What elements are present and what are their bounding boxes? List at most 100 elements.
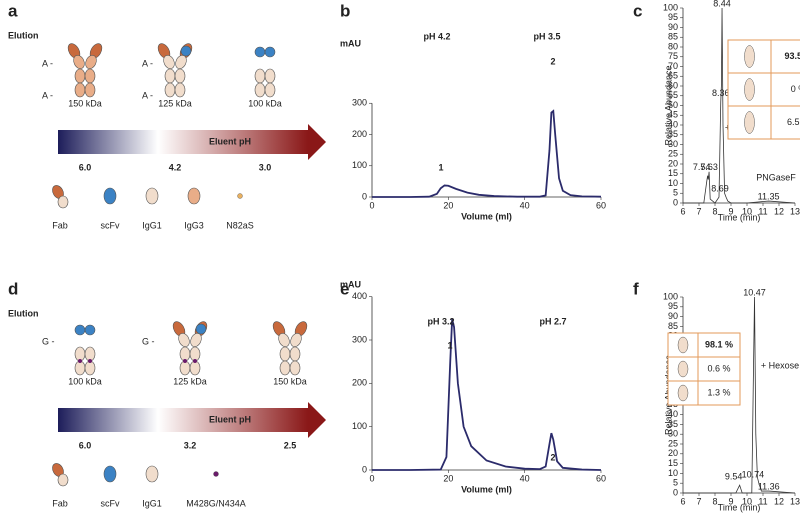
- table-value-cell: [697, 356, 741, 382]
- icon-part: [74, 360, 86, 376]
- size-label: 150 kDa: [68, 98, 102, 108]
- data-line: [683, 296, 796, 494]
- y-tick-label: 25: [668, 438, 678, 448]
- table-value-cell: [770, 105, 800, 140]
- legend-icon: [145, 187, 159, 205]
- arrow-body: [58, 130, 308, 154]
- icon-part: [164, 68, 176, 84]
- icon-part: [74, 82, 86, 98]
- icon-part: [677, 384, 689, 402]
- table-value: 98.1 %: [705, 339, 733, 349]
- peak-label: 7.54: [693, 162, 711, 172]
- legend-label: Fab: [52, 498, 68, 508]
- heading: Elution: [8, 30, 39, 40]
- icon-part: [85, 55, 97, 69]
- panel-letter: f: [633, 279, 639, 298]
- table-value: 1.3 %: [707, 387, 730, 397]
- y-tick-label: 0: [673, 197, 678, 207]
- legend-icon: [57, 473, 69, 487]
- legend-icon: [213, 471, 219, 477]
- panel-letter: b: [340, 1, 350, 20]
- icon-part: [189, 346, 201, 362]
- x-tick-label: 11: [758, 496, 767, 506]
- chain-label: A -: [142, 58, 153, 68]
- x-axis-label: Volume (ml): [461, 211, 512, 221]
- icon-part: [84, 360, 96, 376]
- x-tick-label: 40: [520, 200, 530, 210]
- chain-label: G -: [42, 336, 55, 346]
- legend-icon: [145, 465, 159, 483]
- y-tick-label: 100: [663, 2, 678, 12]
- size-label: 100 kDa: [248, 98, 282, 108]
- y-tick-label: 20: [668, 158, 678, 168]
- antibody-icon: [157, 43, 193, 98]
- x-tick-label: 0: [369, 473, 374, 483]
- icon-part: [180, 45, 192, 57]
- chain-label: A -: [42, 58, 53, 68]
- x-tick-label: 13: [790, 206, 800, 216]
- y-tick-label: 15: [668, 458, 678, 468]
- peak-label: 8.36: [712, 88, 730, 98]
- y-tick-label: 95: [668, 12, 678, 22]
- x-tick-label: 11: [758, 206, 767, 216]
- table-value-cell: [697, 380, 741, 406]
- antibody-icon: [67, 43, 103, 98]
- icon-part: [744, 111, 755, 134]
- y-tick-label: 90: [668, 311, 678, 321]
- mutation-dot: [78, 359, 82, 363]
- legend-icon: [57, 195, 69, 209]
- size-label: 125 kDa: [158, 98, 192, 108]
- legend-icon: [103, 187, 117, 205]
- icon-part: [74, 324, 86, 336]
- antibody-icon: [272, 321, 308, 376]
- icon-part: [290, 333, 302, 347]
- y-tick-label: 0: [362, 191, 367, 201]
- x-axis-label: Volume (ml): [461, 484, 512, 494]
- legend-label: scFv: [101, 220, 120, 230]
- y-tick-label: 5: [673, 478, 678, 488]
- table-value-cell: [770, 72, 800, 107]
- y-tick-label: 300: [352, 98, 367, 108]
- icon-part: [84, 82, 96, 98]
- y-tick-label: 0: [673, 487, 678, 497]
- y-tick-label: 80: [668, 41, 678, 51]
- legend-icon: [103, 465, 117, 483]
- icon-part: [179, 346, 191, 362]
- peak-label: 10.74: [742, 470, 765, 480]
- y-tick-label: 30: [668, 139, 678, 149]
- size-label: 125 kDa: [173, 376, 207, 386]
- annotation: pH 2.7: [539, 316, 566, 326]
- icon-part: [289, 360, 301, 376]
- antibody-icon: [172, 321, 208, 376]
- y-tick-label: 5: [673, 188, 678, 198]
- x-tick-label: 60: [596, 200, 606, 210]
- arrow-label: Eluent pH: [209, 136, 251, 146]
- icon-part: [677, 360, 689, 378]
- icon-part: [179, 360, 191, 376]
- icon-part: [289, 346, 301, 362]
- size-label: 100 kDa: [68, 376, 102, 386]
- icon-part: [84, 346, 96, 362]
- y-tick-label: 20: [668, 448, 678, 458]
- icon-part: [744, 45, 755, 68]
- y-tick-label: 40: [668, 409, 678, 419]
- table-value: 93.5 %: [784, 51, 800, 61]
- peak-label: 9.54: [725, 472, 743, 482]
- icon-part: [677, 336, 689, 354]
- y-tick-label: 100: [352, 160, 367, 170]
- legend-label: Fab: [52, 220, 68, 230]
- ph-label: 6.0: [79, 440, 92, 450]
- ph-label: 2.5: [284, 440, 297, 450]
- peak-label: 11.35: [758, 191, 780, 201]
- x-tick-label: 20: [443, 200, 453, 210]
- x-tick-label: 10: [742, 206, 752, 216]
- y-tick-label: 100: [663, 291, 678, 301]
- x-tick-label: 12: [774, 206, 784, 216]
- icon-part: [254, 82, 266, 98]
- legend-icon: [187, 187, 201, 205]
- y-tick-label: 65: [668, 71, 678, 81]
- chain-label: A -: [42, 90, 53, 100]
- annotation: + Hexose: [761, 360, 799, 370]
- legend-label: scFv: [101, 498, 120, 508]
- x-tick-label: 7: [696, 496, 701, 506]
